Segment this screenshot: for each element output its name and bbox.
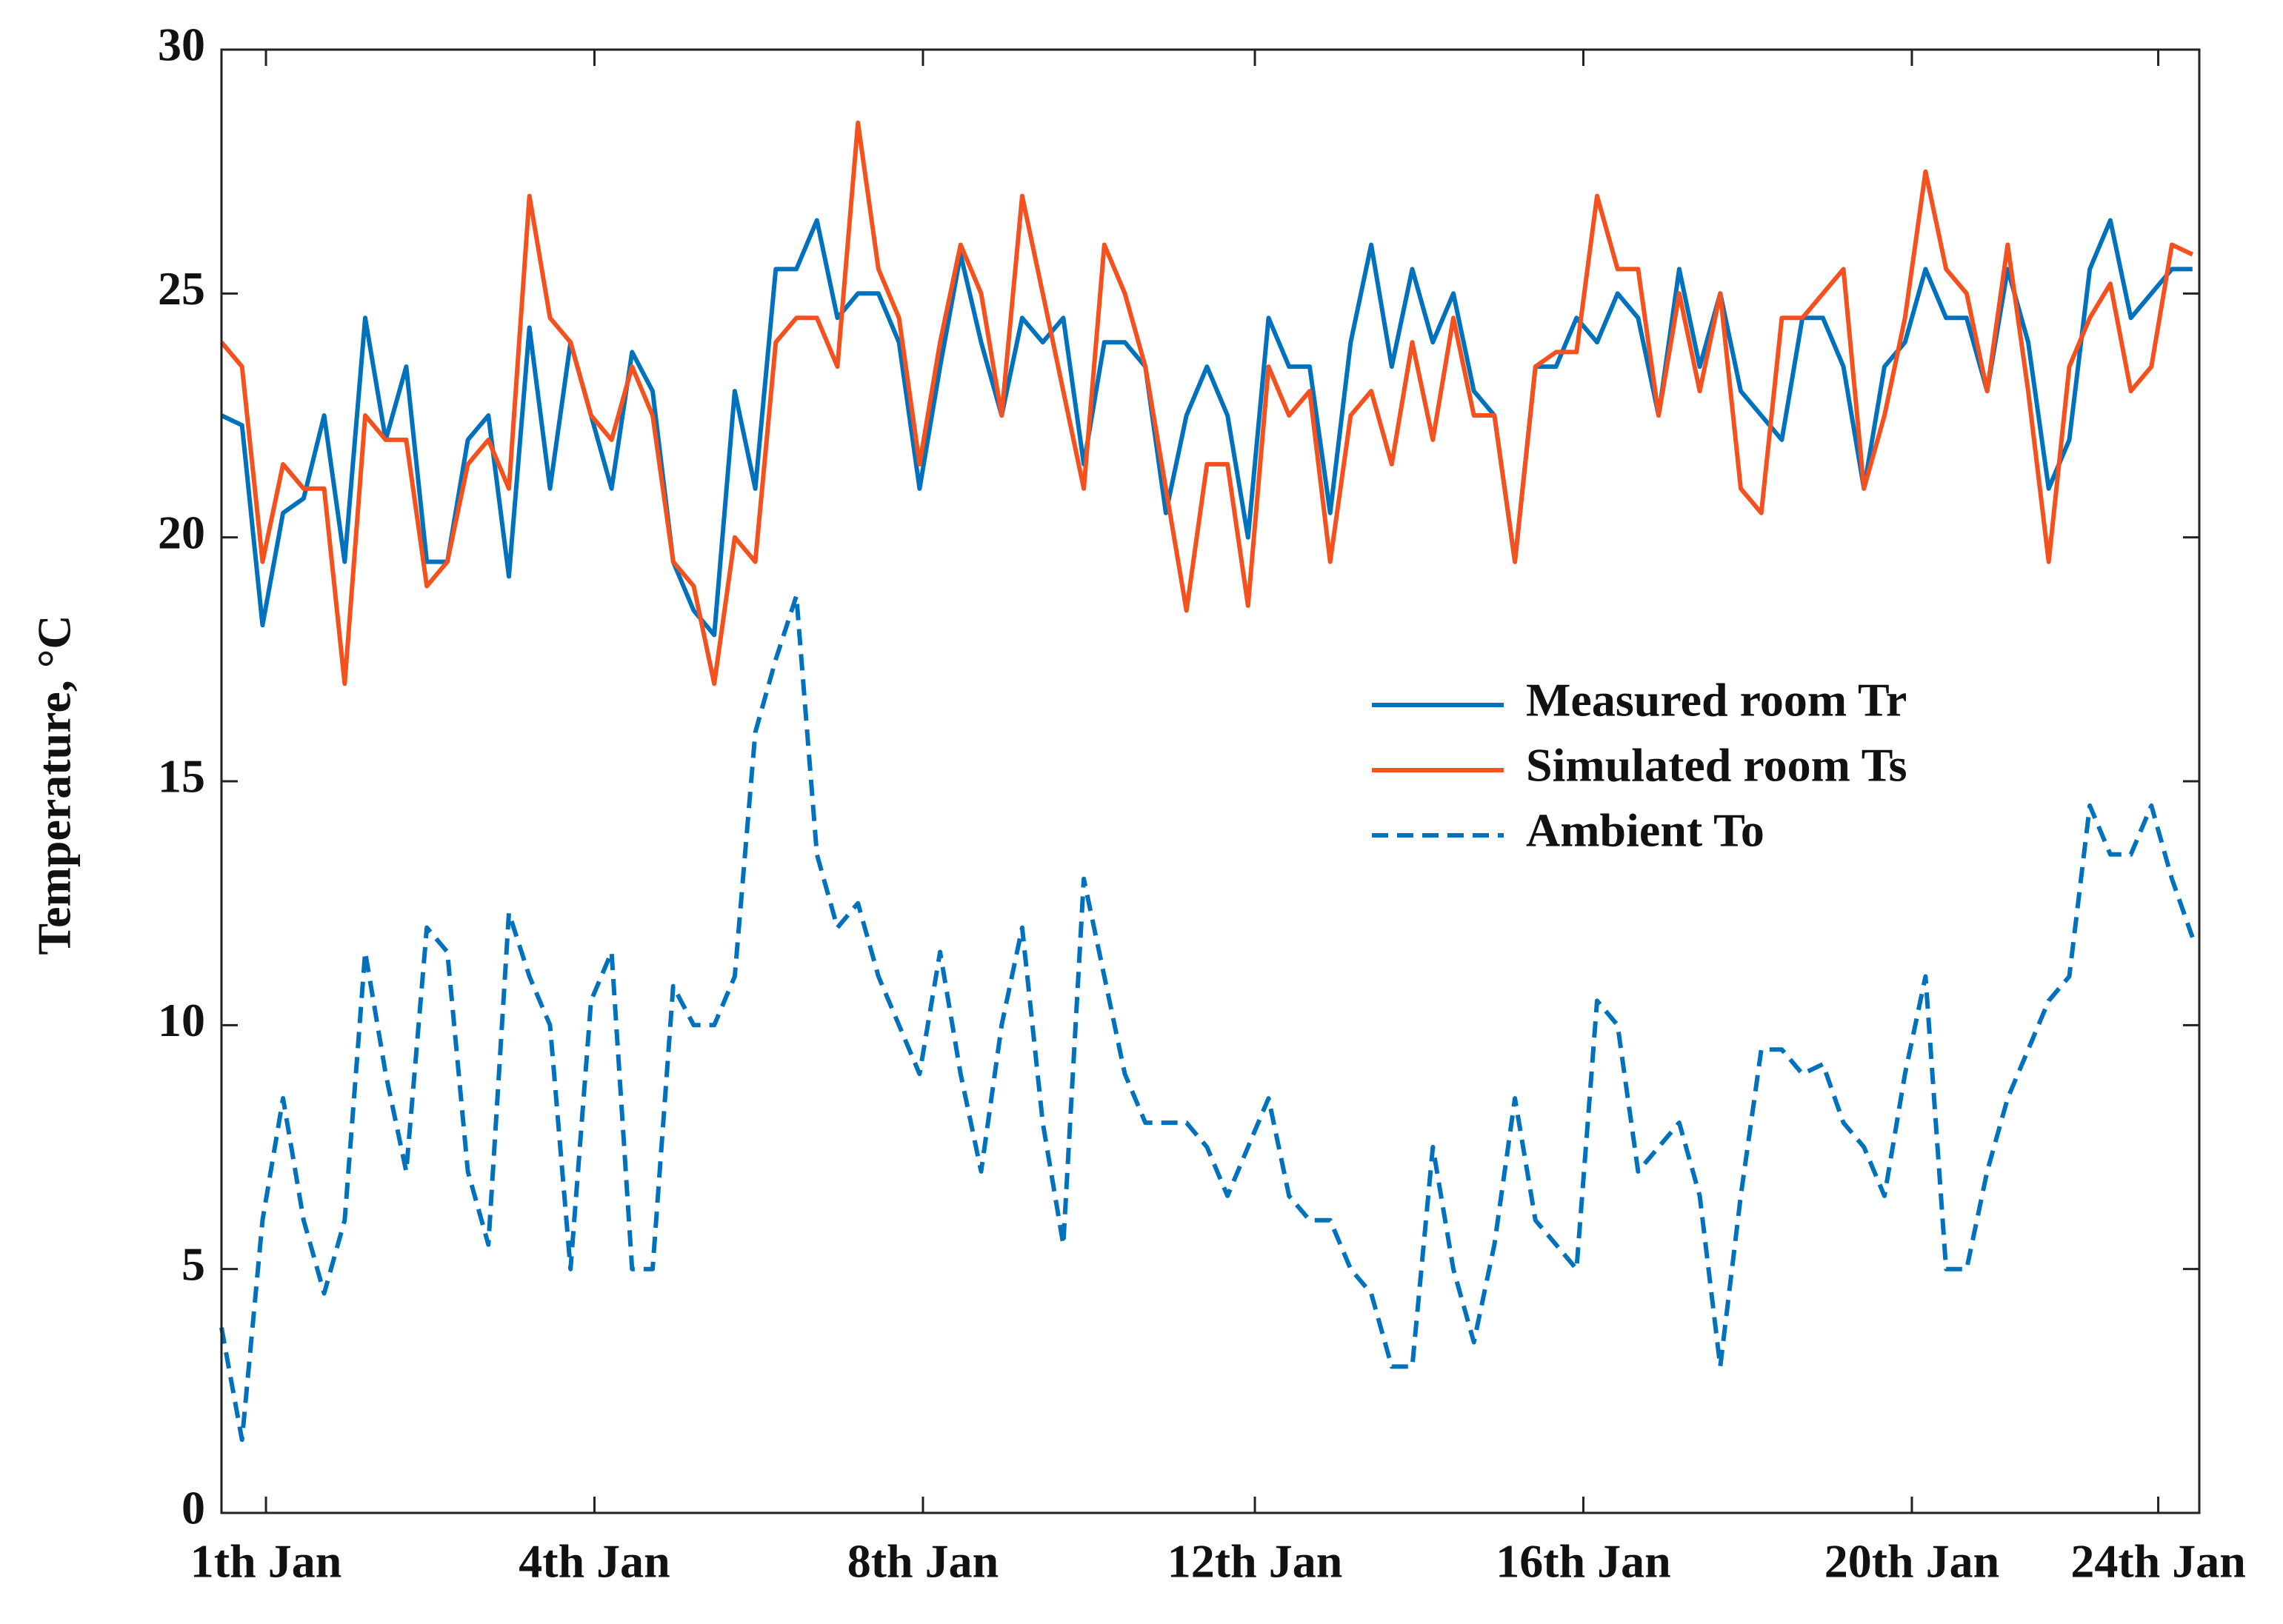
y-tick-label: 5 <box>181 1237 205 1290</box>
x-tick-label: 12th Jan <box>1167 1535 1343 1588</box>
y-tick-label: 30 <box>158 19 205 71</box>
plot-frame <box>220 48 2201 1514</box>
x-tick-label: 8th Jan <box>847 1535 999 1588</box>
y-tick-label: 15 <box>158 750 205 803</box>
y-axis-label: Temperature, °C <box>28 615 81 955</box>
y-tick-label: 20 <box>158 506 205 558</box>
x-tick-label: 24th Jan <box>2070 1535 2246 1588</box>
legend-label: Measured room Tr <box>1526 674 1907 726</box>
x-tick-label: 1th Jan <box>190 1535 342 1588</box>
y-tick-label: 10 <box>158 994 205 1046</box>
line <box>219 120 2194 686</box>
y-tick-label: 0 <box>181 1482 205 1534</box>
legend-label: Ambient To <box>1526 804 1764 857</box>
x-tick-label: 4th Jan <box>519 1535 670 1588</box>
y-tick-label: 25 <box>158 262 205 315</box>
legend-label: Simulated room Ts <box>1526 739 1907 792</box>
line <box>219 593 2195 1443</box>
x-tick-label: 20th Jan <box>1824 1535 2000 1588</box>
x-tick-label: 16th Jan <box>1496 1535 1671 1588</box>
